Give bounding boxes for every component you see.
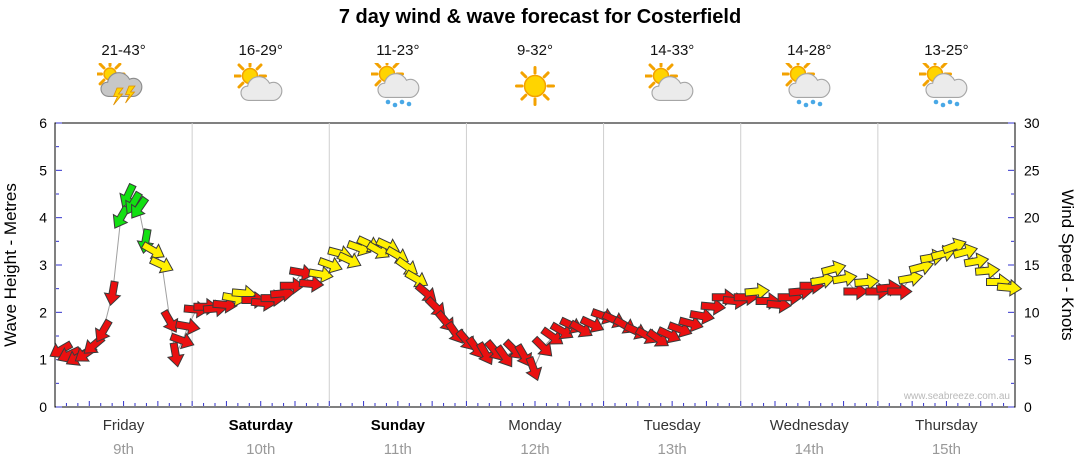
wind-arrow: [160, 308, 179, 333]
wind-arrow: [148, 256, 174, 274]
right-tick-label: 10: [1024, 304, 1040, 320]
left-tick-label: 1: [39, 352, 47, 368]
plot-frame: [54, 122, 1016, 408]
right-tick-label: 0: [1024, 399, 1032, 415]
right-tick-label: 30: [1024, 115, 1040, 131]
wind-arrow: [531, 335, 553, 357]
wind-arrow: [308, 265, 334, 284]
wind-arrow: [140, 241, 165, 259]
axis-ticks: [56, 122, 1014, 408]
wind-arrow: [103, 280, 122, 307]
wind-arrow: [579, 315, 605, 333]
day-separators: [191, 123, 879, 407]
left-tick-label: 3: [39, 257, 47, 273]
wind-arrows-layer: [49, 182, 1023, 382]
right-tick-label: 5: [1024, 352, 1032, 368]
wind-arrow: [317, 256, 343, 274]
right-tick-label: 15: [1024, 257, 1040, 273]
wind-arrow: [494, 344, 513, 368]
wind-arrow: [820, 259, 847, 278]
watermark: www.seabreeze.com.au: [903, 391, 1010, 402]
left-tick-label: 0: [39, 399, 47, 415]
left-tick-label: 2: [39, 304, 47, 320]
wind-arrow: [843, 282, 869, 301]
wind-arrow: [744, 282, 771, 301]
wind-arrow: [974, 261, 1001, 280]
wind-arrow: [112, 204, 131, 229]
wind-arrow: [540, 326, 564, 345]
wind-arrow: [475, 341, 494, 366]
left-tick-label: 4: [39, 210, 47, 226]
wind-arrow: [952, 242, 979, 261]
page-title: 7 day wind & wave forecast for Costerfie…: [338, 6, 742, 28]
wind-arrow: [279, 276, 306, 295]
wind-arrow: [689, 307, 715, 326]
wind-arrow: [169, 332, 195, 350]
wind-arrow: [174, 317, 201, 336]
wind-arrow: [996, 278, 1023, 297]
wind-arrow: [678, 315, 704, 333]
wind-arrow: [336, 251, 362, 269]
wind-arrow: [887, 282, 913, 301]
wind-arrow: [166, 341, 185, 368]
left-tick-label: 6: [39, 115, 47, 131]
right-tick-label: 20: [1024, 210, 1040, 226]
right-tick-label: 25: [1024, 162, 1040, 178]
wind-arrow: [298, 274, 325, 293]
wind-arrow: [94, 318, 113, 343]
axis-tick-labels: 0 1 2 3 4 5 6 0 5 10 15 20 25 30: [39, 115, 1040, 415]
wind-arrow: [854, 273, 880, 291]
wind-arrow: [131, 195, 150, 219]
left-tick-label: 5: [39, 162, 47, 178]
wind-arrow: [831, 269, 858, 288]
right-axis-label: Wind Speed - Knots: [1058, 189, 1077, 340]
wind-arrow: [700, 297, 727, 316]
wind-arrow: [525, 355, 543, 382]
left-axis-label: Wave Height - Metres: [1, 183, 20, 347]
wind-arrow: [963, 252, 990, 270]
wind-arrow: [897, 269, 924, 288]
wind-arrow: [288, 263, 315, 282]
